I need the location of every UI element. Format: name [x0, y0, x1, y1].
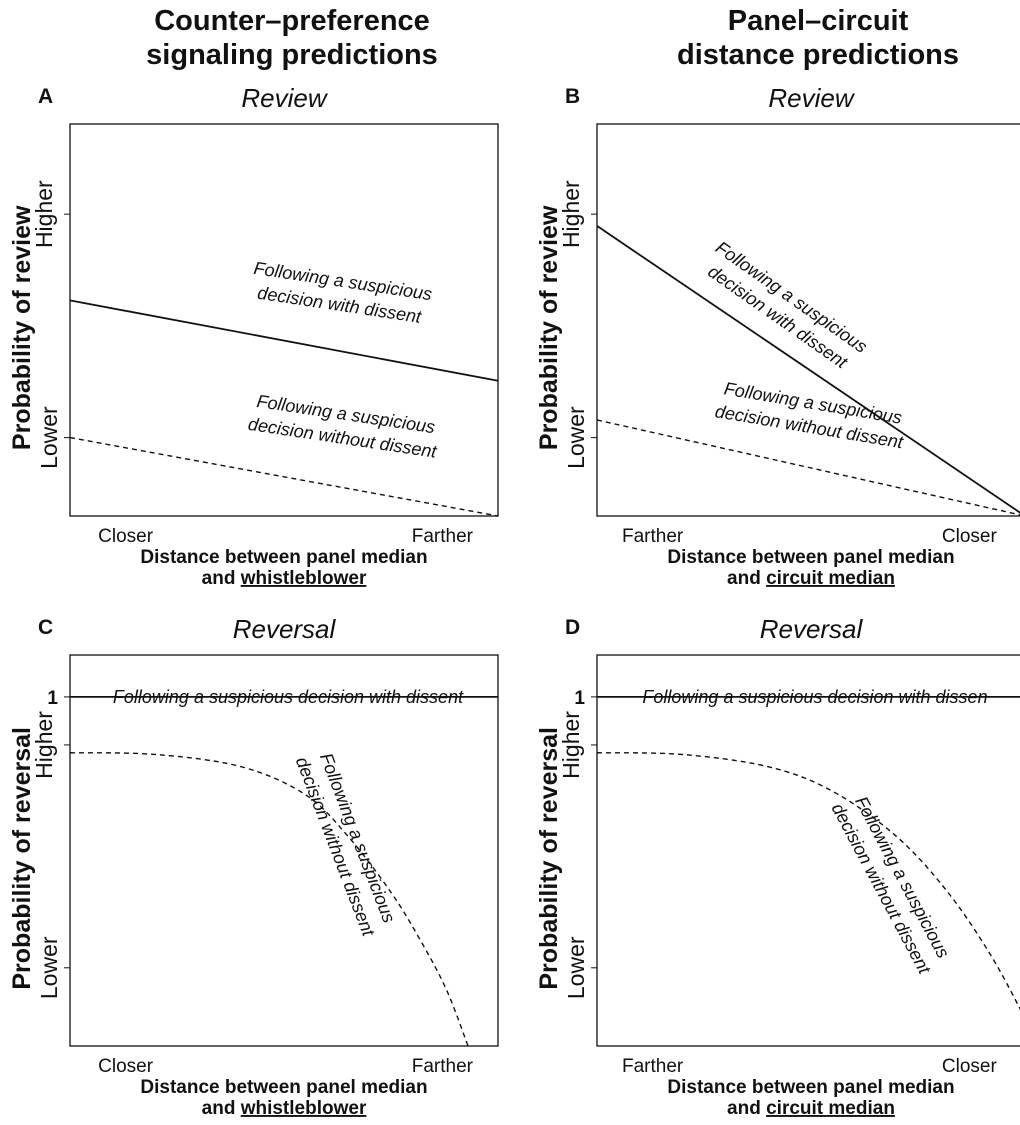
y-axis-label: Probability of review — [535, 205, 563, 450]
x-axis-label-line1: Distance between panel median — [140, 1077, 427, 1098]
series-label-with-dissent: Following a suspicious decision with dis… — [113, 687, 464, 707]
y-axis-label: Probability of review — [8, 205, 36, 450]
panel-title: Review — [768, 83, 855, 113]
panel-title: Reversal — [233, 614, 337, 644]
x-axis-label-line2: and whistleblower — [202, 1098, 367, 1119]
x-axis-label-prefix: and — [727, 1098, 766, 1119]
series-label-without-dissent: Following a suspiciousdecision without d… — [714, 378, 910, 453]
x-tick-label: Closer — [98, 526, 154, 547]
series-line-with-dissent — [597, 226, 1020, 516]
series-label-line: Following a suspicious decision with dis… — [113, 687, 464, 707]
series-label-line: Following a suspicious decision with dis… — [642, 687, 987, 707]
y-tick-label: Lower — [36, 406, 62, 469]
panel-letter: A — [38, 85, 53, 108]
y-tick-label: Lower — [563, 936, 589, 999]
x-tick-label: Closer — [942, 1056, 998, 1077]
plot-frame — [597, 655, 1020, 1046]
y-axis-label: Probability of reversal — [535, 727, 563, 990]
x-axis-label-line2: and whistleblower — [202, 568, 367, 589]
panel-title: Reversal — [760, 614, 864, 644]
x-axis-label-underlined: whistleblower — [240, 568, 367, 589]
x-axis-label-line1: Distance between panel median — [667, 547, 954, 568]
x-tick-label: Farther — [412, 526, 474, 547]
x-axis-label-underlined: circuit median — [766, 1098, 895, 1119]
x-axis-label-prefix: and — [727, 568, 766, 589]
y-tick-label: 1 — [574, 688, 585, 709]
y-tick-label: 1 — [47, 688, 58, 709]
x-axis-label-underlined: whistleblower — [240, 1098, 367, 1119]
x-axis-label-prefix: and — [202, 568, 241, 589]
y-tick-label: Lower — [36, 936, 62, 999]
series-label-without-dissent: Following a suspiciousdecision without d… — [828, 789, 957, 978]
series-label-with-dissent: Following a suspicious decision with dis… — [642, 687, 987, 707]
panel-letter: B — [565, 85, 580, 108]
x-tick-label: Farther — [622, 526, 684, 547]
plot-frame — [70, 655, 498, 1046]
series-label-with-dissent: Following a suspiciousdecision with diss… — [698, 237, 871, 376]
x-axis-label-underlined: circuit median — [766, 568, 895, 589]
y-tick-label: Lower — [563, 406, 589, 469]
x-tick-label: Farther — [412, 1056, 474, 1077]
x-axis-label-prefix: and — [202, 1098, 241, 1119]
panel-title: Review — [241, 83, 328, 113]
y-axis-label: Probability of reversal — [8, 727, 36, 990]
series-label-without-dissent: Following a suspiciousdecision without d… — [247, 390, 443, 462]
x-axis-label-line1: Distance between panel median — [667, 1077, 954, 1098]
series-label-without-dissent: Following a suspiciousdecision without d… — [292, 746, 402, 940]
series-line-with-dissent — [70, 300, 498, 380]
series-label-with-dissent: Following a suspiciousdecision with diss… — [249, 258, 434, 328]
panel-letter: D — [565, 616, 580, 639]
x-axis-label-line2: and circuit median — [727, 1098, 895, 1119]
x-tick-label: Closer — [942, 526, 998, 547]
series-line-without-dissent — [70, 753, 468, 1046]
x-tick-label: Farther — [622, 1056, 684, 1077]
series-line-without-dissent — [597, 753, 1020, 1018]
panel-letter: C — [38, 616, 53, 639]
x-axis-label-line1: Distance between panel median — [140, 547, 427, 568]
x-tick-label: Closer — [98, 1056, 154, 1077]
x-axis-label-line2: and circuit median — [727, 568, 895, 589]
